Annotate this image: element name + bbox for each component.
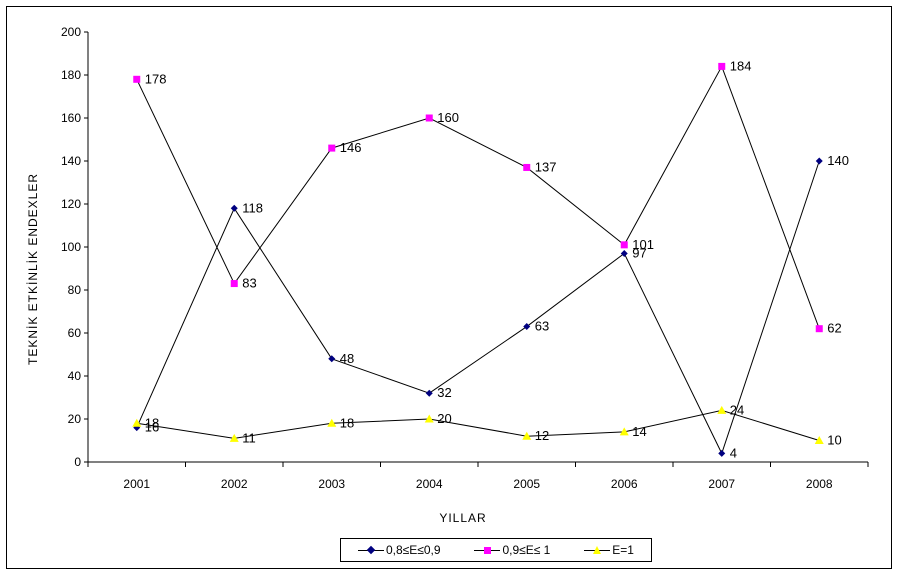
data-label: 146 — [340, 140, 362, 155]
data-label: 101 — [632, 237, 654, 252]
legend-swatch — [474, 545, 501, 555]
data-label: 18 — [145, 415, 159, 430]
data-point — [132, 418, 142, 427]
data-label: 83 — [242, 276, 256, 291]
data-point — [522, 431, 532, 440]
data-point — [328, 144, 336, 152]
data-point — [815, 157, 823, 165]
triangle-marker-icon — [592, 546, 601, 554]
data-label: 4 — [730, 445, 737, 460]
legend-label: 0,9≤E≤ 1 — [502, 543, 551, 557]
series-line — [136, 160, 820, 455]
data-label: 140 — [827, 153, 849, 168]
data-point — [328, 355, 336, 363]
y-tick-label: 80 — [68, 283, 82, 297]
data-label: 178 — [145, 71, 167, 86]
y-tick-label: 60 — [68, 326, 82, 340]
y-tick-label: 200 — [61, 25, 81, 39]
data-point — [717, 405, 727, 414]
axes: 0 20 40 60 80 100 120 140 160 180 200 2001 2002 2003 2… — [61, 25, 869, 491]
y-tick-label: 180 — [61, 68, 81, 82]
data-label: 24 — [730, 402, 744, 417]
series-line — [136, 65, 820, 329]
y-tick-label: 160 — [61, 111, 81, 125]
x-tick-label: 2007 — [708, 477, 735, 491]
data-point — [619, 427, 629, 436]
data-point — [523, 163, 531, 171]
legend-label: 0,8≤E≤0,9 — [385, 543, 441, 557]
data-label: 97 — [632, 245, 646, 260]
data-point — [718, 62, 726, 70]
x-tick-label: 2003 — [318, 477, 345, 491]
legend-item: 0,8≤E≤0,9 — [357, 543, 441, 557]
data-label: 48 — [340, 351, 354, 366]
data-label: 137 — [535, 159, 557, 174]
data-point — [815, 325, 823, 333]
x-tick-label: 2002 — [221, 477, 248, 491]
data-point — [327, 418, 337, 427]
data-point — [523, 323, 531, 331]
data-label: 18 — [340, 415, 354, 430]
chart-frame: 0 20 40 60 80 100 120 140 160 180 200 2001 2002 2003 2… — [6, 6, 892, 569]
data-point — [814, 436, 824, 444]
legend-label: E=1 — [612, 543, 634, 557]
x-tick-label: 2005 — [513, 477, 540, 491]
data-label: 11 — [242, 430, 256, 445]
data-point — [229, 433, 239, 442]
x-tick-label: 2004 — [416, 477, 443, 491]
series-layer: 16 118 48 32 63 97 4 140 178 83 146 160 137 101 184 62 1… — [132, 58, 849, 460]
data-point — [424, 414, 434, 423]
x-axis-label: YILLAR — [439, 511, 486, 525]
data-point — [620, 249, 628, 257]
y-tick-label: 0 — [74, 455, 81, 469]
data-label: 10 — [827, 433, 841, 448]
data-label: 12 — [535, 428, 549, 443]
data-label: 14 — [632, 424, 646, 439]
data-point — [230, 204, 238, 212]
square-marker-icon — [483, 546, 491, 554]
data-point — [425, 114, 433, 122]
legend-item: E=1 — [584, 543, 634, 557]
x-tick-label: 2006 — [611, 477, 638, 491]
diamond-marker-icon — [366, 545, 376, 555]
data-label: 62 — [827, 321, 841, 336]
y-tick-label: 120 — [61, 197, 81, 211]
data-label: 63 — [535, 319, 549, 334]
y-axis-label: TEKNİK ETKİNLİK ENDEXLER — [26, 173, 40, 365]
data-label: 16 — [145, 420, 159, 435]
y-tick-label: 140 — [61, 154, 81, 168]
data-label: 118 — [242, 200, 263, 215]
y-tick-label: 40 — [68, 369, 82, 383]
data-point — [425, 389, 433, 397]
data-label: 20 — [437, 411, 451, 426]
data-label: 184 — [730, 58, 752, 73]
data-label: 160 — [437, 110, 459, 125]
x-tick-label: 2008 — [806, 477, 833, 491]
x-tick-label: 2001 — [123, 477, 150, 491]
y-tick-label: 100 — [61, 240, 81, 254]
legend-item: 0,9≤E≤ 1 — [474, 543, 550, 557]
data-point — [718, 449, 726, 457]
data-point — [230, 280, 238, 288]
legend-swatch — [357, 545, 384, 555]
legend-swatch — [584, 545, 611, 555]
data-label: 32 — [437, 385, 451, 400]
line-chart: 0 20 40 60 80 100 120 140 160 180 200 2001 2002 2003 2… — [26, 25, 869, 525]
data-point — [133, 75, 141, 83]
series-line — [136, 409, 820, 441]
y-tick-label: 20 — [68, 412, 82, 426]
legend: 0,8≤E≤0,9 0,9≤E≤ 1 E=1 — [340, 538, 652, 562]
data-point — [620, 241, 628, 249]
